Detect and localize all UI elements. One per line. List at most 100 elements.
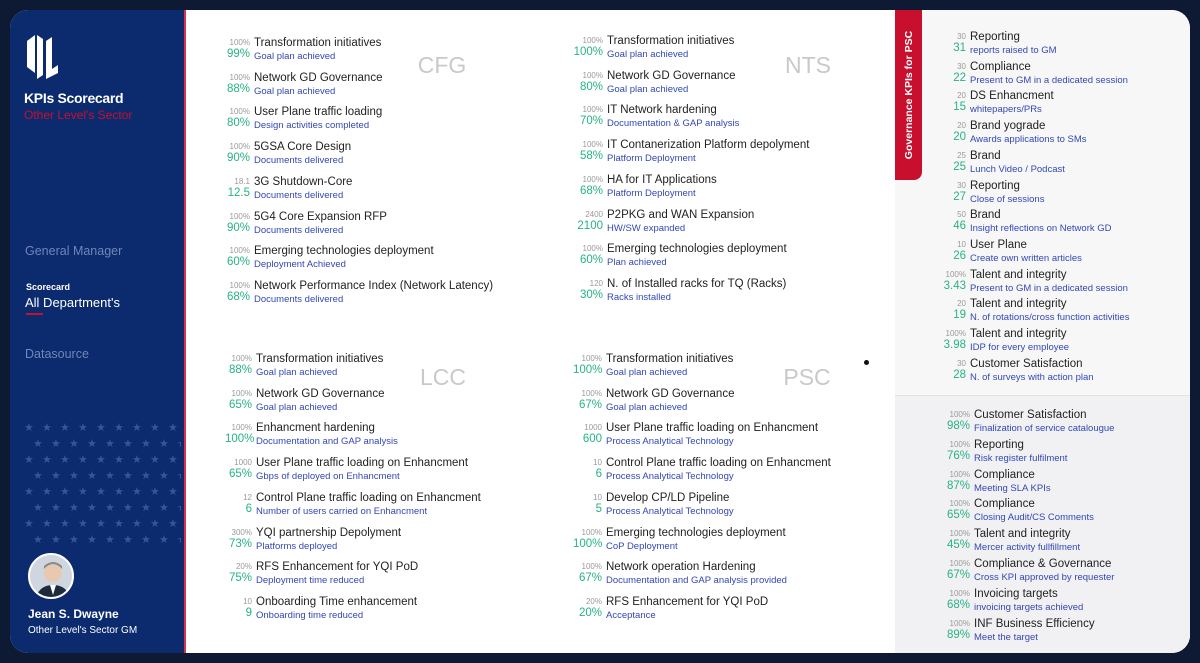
kpi-row[interactable]: 100% 67% Compliance & Governance Cross KPI … [940,558,1190,588]
kpi-row[interactable]: 100% 100% Transformation initiatives Goal p… [573,35,903,65]
star-icon: ★ [78,486,88,498]
kpi-row[interactable]: 12 6 Control Plane traffic loading on Enha… [225,492,555,522]
kpi-title: Control Plane traffic loading on Enhancm… [606,457,831,470]
kpi-row[interactable]: 18.1 12.5 3G Shutdown-Core Documents delive… [223,176,553,206]
kpi-row[interactable]: 1000 600 User Plane traffic loading on Enh… [573,422,903,452]
kpi-row[interactable]: 100% 45% Talent and integrity Mercer activi… [940,528,1190,558]
kpi-target: 100% [581,562,602,572]
kpi-row[interactable]: 100% 88% Network GD Governance Goal plan ac… [223,72,553,102]
kpi-title: Network GD Governance [256,387,385,400]
star-icon: ★ [132,518,142,530]
kpi-value: 80% [579,80,603,93]
kpi-target: 10 [957,239,966,249]
kpi-row[interactable]: 10 9 Onboarding Time enhancement Onboarding… [225,596,555,626]
star-icon: ★ [150,486,160,498]
nav-datasource[interactable]: Datasource [25,347,89,361]
kpi-subtitle: Meet the target [974,631,1038,643]
kpi-row[interactable]: 20 19 Talent and integrity N. of rotations/… [940,298,1190,328]
star-icon: ★ [168,518,178,530]
kpi-value: 6 [595,468,602,481]
kpi-row[interactable]: 100% 76% Reporting Risk register fulfilment [940,439,1190,469]
star-icon: ★ [24,486,34,498]
kpi-row[interactable]: 100% 65% Network GD Governance Goal plan ac… [225,388,555,418]
kpi-value: 22 [953,71,966,84]
kpi-row[interactable]: 100% 99% Transformation initiatives Goal pl… [223,37,553,67]
kpi-row[interactable]: 2400 2100 P2PKG and WAN Expansion HW/SW exp… [573,209,903,239]
kpi-row[interactable]: 100% 60% Emerging technologies deployment P… [573,243,903,273]
kpi-row[interactable]: 100% 65% Compliance Closing Audit/CS Commen… [940,498,1190,528]
kpi-row[interactable]: 300% 73% YQI partnership Depolyment Platfor… [225,527,555,557]
kpi-row[interactable]: 30 28 Customer Satisfaction N. of surveys w… [940,358,1190,388]
kpi-title: RFS Enhancement for YQI PoD [606,595,769,608]
kpi-value: 60% [226,256,250,269]
governance-tab[interactable]: Governance KPIs for PSC [895,10,922,180]
kpi-row[interactable]: 20 20 Brand yograde Awards applications to … [940,120,1190,150]
kpi-value: 100% [573,364,603,376]
kpi-target: 100% [231,354,252,363]
kpi-target: 100% [949,559,970,568]
kpi-row[interactable]: 30 31 Reporting reports raised to GM [940,31,1190,61]
quadrant-label-lcc: LCC [419,364,467,390]
kpi-row[interactable]: 1000 65% User Plane traffic loading on Enh… [225,457,555,487]
kpi-row[interactable]: 100% 68% Network Performance Index (Networ… [223,280,553,310]
kpi-row[interactable]: 100% 68% Invoicing targets invoicing target… [940,588,1190,618]
kpi-row[interactable]: 100% 90% 5G4 Core Expansion RFP Documents d… [223,211,553,241]
kpi-row[interactable]: 20 15 DS Enhancment whitepapers/PRs [940,90,1190,120]
kpi-title: Reporting [970,179,1020,192]
kpi-title: P2PKG and WAN Expansion [607,208,755,221]
kpi-row[interactable]: 100% 100% Transformation initiatives Goal p… [573,353,903,383]
kpi-value: 3.98 [943,339,966,351]
kpi-subtitle: Mercer activity fullfillment [974,542,1081,554]
kpi-row[interactable]: 100% 88% Transformation initiatives Goal pl… [225,353,555,383]
kpi-row[interactable]: 100% 67% Network GD Governance Goal plan ac… [573,388,903,418]
kpi-value: 27 [953,190,966,203]
kpi-row[interactable]: 100% 100% Emerging technologies deployment… [573,527,903,557]
kpi-row[interactable]: 20% 75% RFS Enhancement for YQI PoD Deploym… [225,561,555,591]
kpi-row[interactable]: 100% 80% User Plane traffic loading Design … [223,106,553,136]
kpi-row[interactable]: 100% 3.98 Talent and integrity IDP for ever… [940,328,1190,358]
kpi-row[interactable]: 30 22 Compliance Present to GM in a dedicat… [940,61,1190,91]
kpi-title: HA for IT Applications [607,173,717,186]
quadrant-label-cfg: CFG [417,52,467,78]
kpi-row[interactable]: 10 26 User Plane Create own written article… [940,239,1190,269]
star-icon: ★ [177,534,181,545]
kpi-target: 120 [589,278,603,288]
kpi-target: 100% [582,36,603,45]
kpi-row[interactable]: 100% 60% Emerging technologies deployment D… [223,245,553,275]
kpi-row[interactable]: 100% 90% 5GSA Core Design Documents deliver… [223,141,553,171]
kpi-subtitle: Platform Deployment [607,153,696,165]
kpi-title: Brand [970,209,1001,222]
kpi-row[interactable]: 100% 3.43 Talent and integrity Present to G… [940,269,1190,299]
kpi-row[interactable]: 100% 89% INF Business Efficiency Meet the t… [940,618,1190,648]
kpi-row[interactable]: 10 5 Develop CP/LD Pipeline Process Analyti… [573,492,903,522]
kpi-row[interactable]: 120 30% N. of Installed racks for TQ (Rack… [573,278,903,308]
kpi-row[interactable]: 100% 98% Customer Satisfaction Finalization… [940,409,1190,439]
kpi-subtitle: Process Analytical Technology [606,436,734,448]
kpi-row[interactable]: 100% 80% Network GD Governance Goal plan ac… [573,70,903,100]
nav-general-manager[interactable]: General Manager [25,244,123,258]
kpi-row[interactable]: 100% 87% Compliance Meeting SLA KPIs [940,469,1190,499]
kpi-subtitle: Onboarding time reduced [256,609,364,621]
kpi-title: Compliance [970,60,1031,73]
nav-all-departments[interactable]: All Department's [25,295,120,310]
kpi-row[interactable]: 50 46 Brand Insight reflections on Network … [940,209,1190,239]
kpi-subtitle: Process Analytical Technology [606,471,734,483]
kpi-target: 100% [231,423,252,433]
kpi-target: 100% [945,269,966,279]
kpi-value: 6 [245,502,252,515]
kpi-row[interactable]: 25 25 Brand Lunch Video / Podcast [940,150,1190,180]
kpi-row[interactable]: 100% 68% HA for IT Applications Platform De… [573,174,903,204]
kpi-title: Customer Satisfaction [974,409,1087,421]
kpi-row[interactable]: 100% 67% Network operation Hardening Docume… [573,561,903,591]
star-icon: ★ [60,454,70,466]
kpi-row[interactable]: 100% 70% IT Network hardening Documentation… [573,104,903,134]
kpi-row[interactable]: 100% 100% Enhancment hardening Documentatio… [225,422,555,452]
kpi-row[interactable]: 10 6 Control Plane traffic loading on Enha… [573,457,903,487]
kpi-row[interactable]: 30 27 Reporting Close of sessions [940,180,1190,210]
kpi-target: 20% [585,596,602,606]
kpi-row[interactable]: 20% 20% RFS Enhancement for YQI PoD Accepta… [573,596,903,626]
kpi-row[interactable]: 100% 58% IT Contanerization Platform depol… [573,139,903,169]
kpi-value: 88% [228,364,252,376]
kpi-title: Network GD Governance [607,69,736,82]
star-icon: ★ [132,454,142,466]
